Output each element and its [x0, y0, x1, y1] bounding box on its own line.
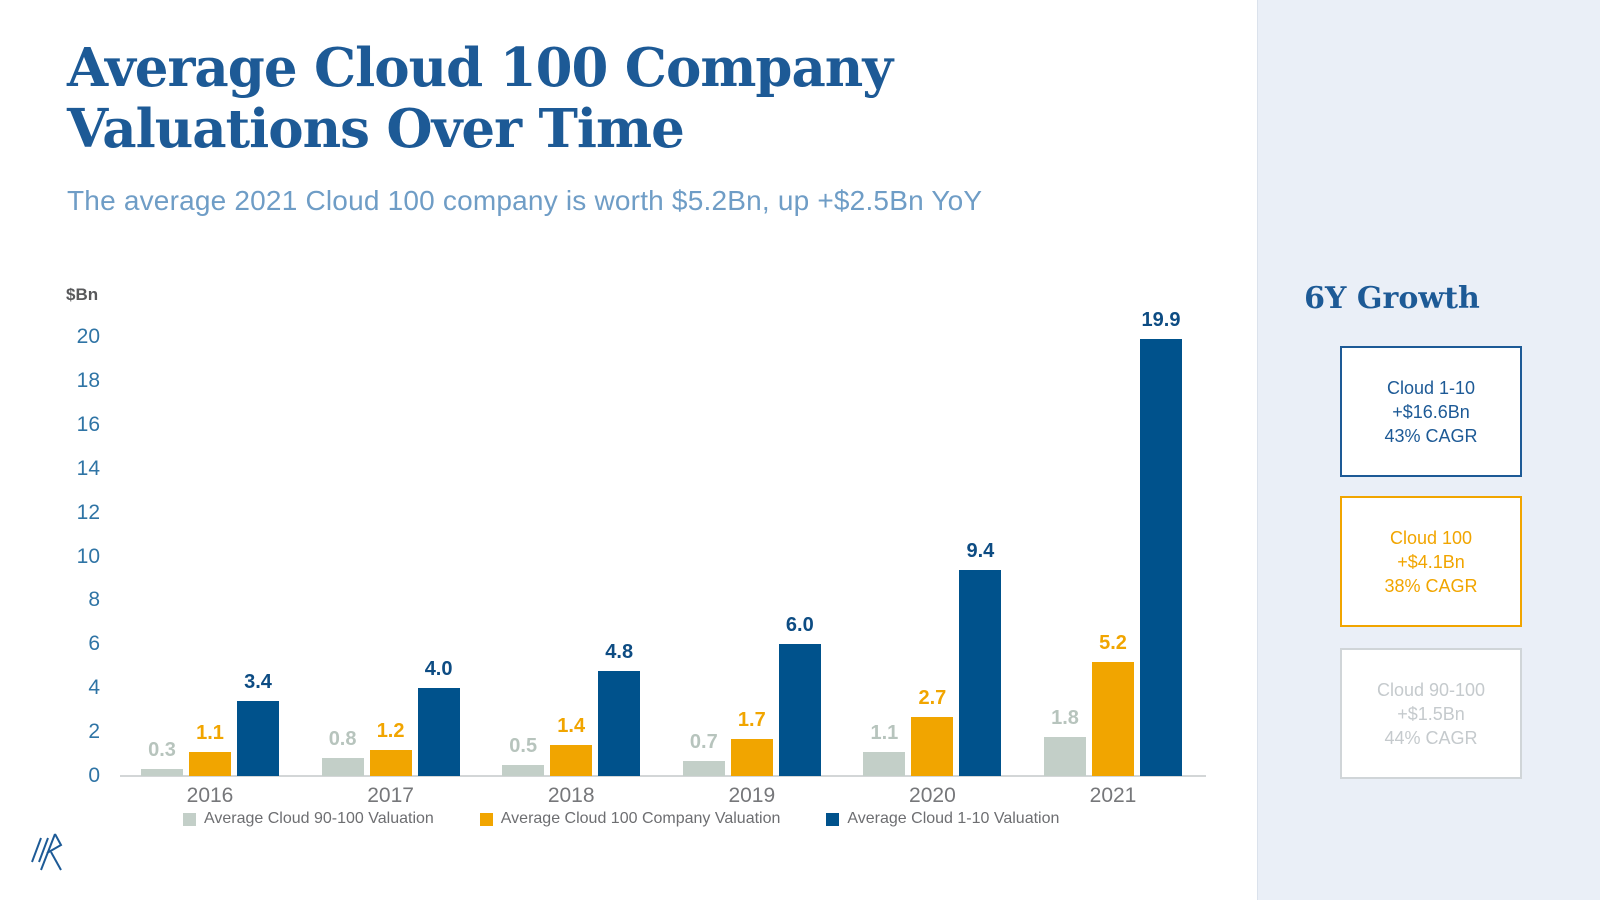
bar-value-label: 0.8 — [328, 728, 357, 751]
bar-2019: 1.7 — [730, 709, 773, 776]
bar-value-label: 1.4 — [557, 715, 586, 738]
bar-value-label: 4.8 — [605, 640, 634, 663]
growth-box-name: Cloud 90-100 — [1376, 679, 1486, 700]
bar-2018: 0.5 — [502, 735, 545, 776]
growth-box-cloud-100: Cloud 100 +$4.1Bn 38% CAGR — [1340, 496, 1522, 627]
bar-value-label: 0.7 — [689, 730, 718, 753]
bar-value-label: 19.9 — [1141, 309, 1181, 332]
bar-2021: 19.9 — [1140, 309, 1182, 776]
bar-2021: 5.2 — [1092, 632, 1134, 776]
x-tick-2021: 2021 — [1089, 784, 1137, 807]
growth-box-cloud-1-10: Cloud 1-10 +$16.6Bn 43% CAGR — [1340, 346, 1522, 477]
legend-swatch-icon — [826, 812, 840, 826]
y-tick-8: 8 — [88, 588, 100, 612]
bar-value-label: 3.4 — [244, 671, 272, 694]
bar-2020: 9.4 — [959, 540, 1002, 776]
bar-2018: 1.4 — [550, 715, 593, 776]
growth-box-cagr: 44% CAGR — [1384, 727, 1478, 748]
bar-2019: 6.0 — [778, 614, 821, 776]
x-axis-line — [120, 775, 1206, 777]
growth-box-cagr: 43% CAGR — [1384, 425, 1478, 446]
y-tick-10: 10 — [76, 544, 100, 568]
bar-group-2021: 1.8 5.2 19.9 — [1044, 309, 1182, 776]
y-tick-16: 16 — [76, 412, 100, 436]
growth-box-cloud-90-100: Cloud 90-100 +$1.5Bn 44% CAGR — [1340, 648, 1522, 779]
y-tick-0: 0 — [88, 764, 100, 787]
bar-group-2020: 1.1 2.7 9.4 — [863, 540, 1002, 776]
valuation-bar-chart: 0.3 1.1 3.4 2016 0.8 1.2 4.0 2017 0.5 1.4 4.8 2018 0… — [120, 300, 1206, 807]
bar-value-label: 9.4 — [966, 539, 995, 562]
bar-2020: 2.7 — [911, 687, 954, 776]
page-subtitle: The average 2021 Cloud 100 company is wo… — [67, 185, 983, 216]
bar-group-2018: 0.5 1.4 4.8 — [502, 641, 641, 776]
bar-2021: 1.8 — [1044, 707, 1086, 776]
legend-swatch-icon — [183, 812, 196, 826]
bar-group-2016: 0.3 1.1 3.4 — [141, 671, 279, 776]
sidebar-title: 6Y Growth — [1304, 281, 1480, 316]
legend-item: Average Cloud 90-100 Valuation — [183, 810, 434, 828]
bvp-logo — [26, 826, 64, 879]
bar-2016: 1.1 — [189, 722, 231, 776]
y-tick-6: 6 — [88, 632, 100, 656]
bar-value-label: 1.2 — [376, 719, 405, 742]
page-title-line1: Average Cloud 100 Company — [67, 37, 893, 99]
x-tick-2018: 2018 — [547, 784, 595, 807]
y-tick-14: 14 — [76, 456, 100, 480]
bar-group-2017: 0.8 1.2 4.0 — [321, 658, 460, 776]
legend-swatch-icon — [479, 812, 493, 826]
bar-2017: 4.0 — [417, 658, 460, 776]
x-tick-2017: 2017 — [367, 784, 414, 807]
y-axis-unit-label: $Bn — [66, 285, 99, 304]
bar-value-label: 1.1 — [870, 721, 899, 744]
bar-2016: 0.3 — [141, 739, 183, 776]
page-title-line2: Valuations Over Time — [67, 98, 685, 160]
y-tick-4: 4 — [88, 676, 100, 700]
legend-item: Average Cloud 1-10 Valuation — [826, 810, 1059, 828]
growth-box-growth: +$1.5Bn — [1397, 703, 1465, 724]
growth-box-growth: +$16.6Bn — [1392, 401, 1470, 422]
page-title: Average Cloud 100 Company Valuations Ove… — [67, 37, 893, 160]
legend-label: Average Cloud 90-100 Valuation — [204, 810, 434, 827]
bar-value-label: 0.3 — [148, 739, 176, 762]
growth-sidebar: 6Y Growth Cloud 1-10 +$16.6Bn 43% CAGR C… — [1257, 0, 1600, 900]
growth-box-name: Cloud 100 — [1389, 527, 1473, 548]
growth-box-name: Cloud 1-10 — [1386, 377, 1476, 398]
bar-2020: 1.1 — [863, 722, 906, 776]
bar-2017: 1.2 — [369, 720, 412, 776]
y-tick-12: 12 — [76, 500, 100, 524]
y-tick-20: 20 — [76, 325, 100, 348]
bar-value-label: 1.7 — [737, 708, 766, 731]
x-tick-2019: 2019 — [728, 784, 776, 807]
bar-value-label: 1.8 — [1051, 706, 1079, 729]
bar-2016: 3.4 — [237, 671, 279, 776]
bar-value-label: 0.5 — [509, 735, 538, 758]
y-tick-2: 2 — [88, 720, 100, 744]
x-tick-2016: 2016 — [186, 784, 234, 807]
chart-legend: Average Cloud 90-100 Valuation Average Cl… — [183, 810, 1059, 828]
growth-box-growth: +$4.1Bn — [1397, 551, 1465, 572]
growth-box-cagr: 38% CAGR — [1384, 575, 1478, 596]
legend-item: Average Cloud 100 Company Valuation — [479, 810, 781, 828]
x-tick-2020: 2020 — [909, 784, 956, 807]
legend-label: Average Cloud 1-10 Valuation — [847, 810, 1060, 827]
y-tick-18: 18 — [76, 368, 100, 392]
bar-value-label: 6.0 — [785, 614, 814, 637]
bar-value-label: 1.1 — [196, 721, 224, 744]
bar-2019: 0.7 — [682, 731, 725, 776]
bar-group-2019: 0.7 1.7 6.0 — [682, 614, 821, 776]
legend-label: Average Cloud 100 Company Valuation — [500, 810, 781, 827]
bar-value-label: 2.7 — [918, 686, 947, 709]
bar-2017: 0.8 — [321, 728, 364, 776]
bar-2018: 4.8 — [598, 641, 641, 776]
bar-value-label: 4.0 — [424, 658, 453, 681]
bar-value-label: 5.2 — [1099, 631, 1127, 654]
